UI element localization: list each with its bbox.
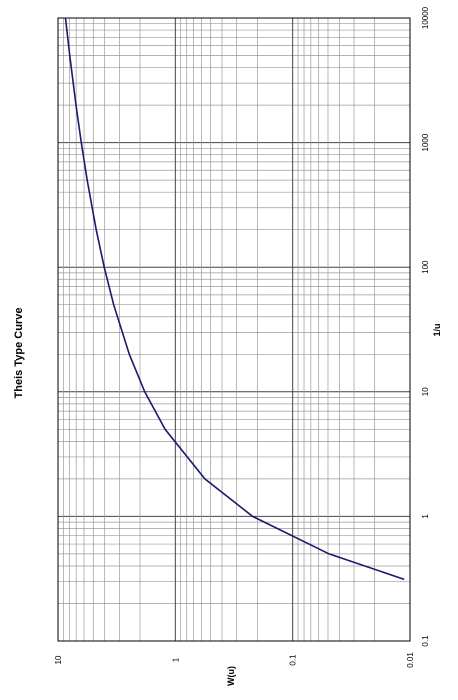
x-tick-label: 10 — [421, 387, 430, 396]
grid-x — [58, 23, 410, 642]
plot-border — [57, 17, 411, 642]
y-tick-labels: 10 1 0.1 0.01 — [54, 652, 415, 668]
x-tick-label: 100 — [421, 260, 430, 274]
x-tick-label: 0.1 — [421, 635, 430, 647]
x-tick-label: 1 — [421, 514, 430, 519]
y-axis-label: W(u) — [226, 666, 236, 686]
y-tick-label: 10 — [54, 655, 63, 664]
x-axis-label: 1/u — [432, 323, 442, 336]
y-tick-label: 0.01 — [406, 652, 415, 668]
x-tick-label: 1000 — [421, 133, 430, 151]
chart-title: Theis Type Curve — [13, 308, 25, 399]
x-tick-labels: 0.1 1 10 100 1000 10000 — [421, 6, 430, 646]
x-tick-label: 10000 — [421, 6, 430, 29]
y-tick-label: 0.1 — [289, 654, 298, 666]
plot-background — [58, 18, 410, 641]
theis-curve-line — [64, 17, 405, 581]
y-tick-label: 1 — [171, 657, 180, 662]
